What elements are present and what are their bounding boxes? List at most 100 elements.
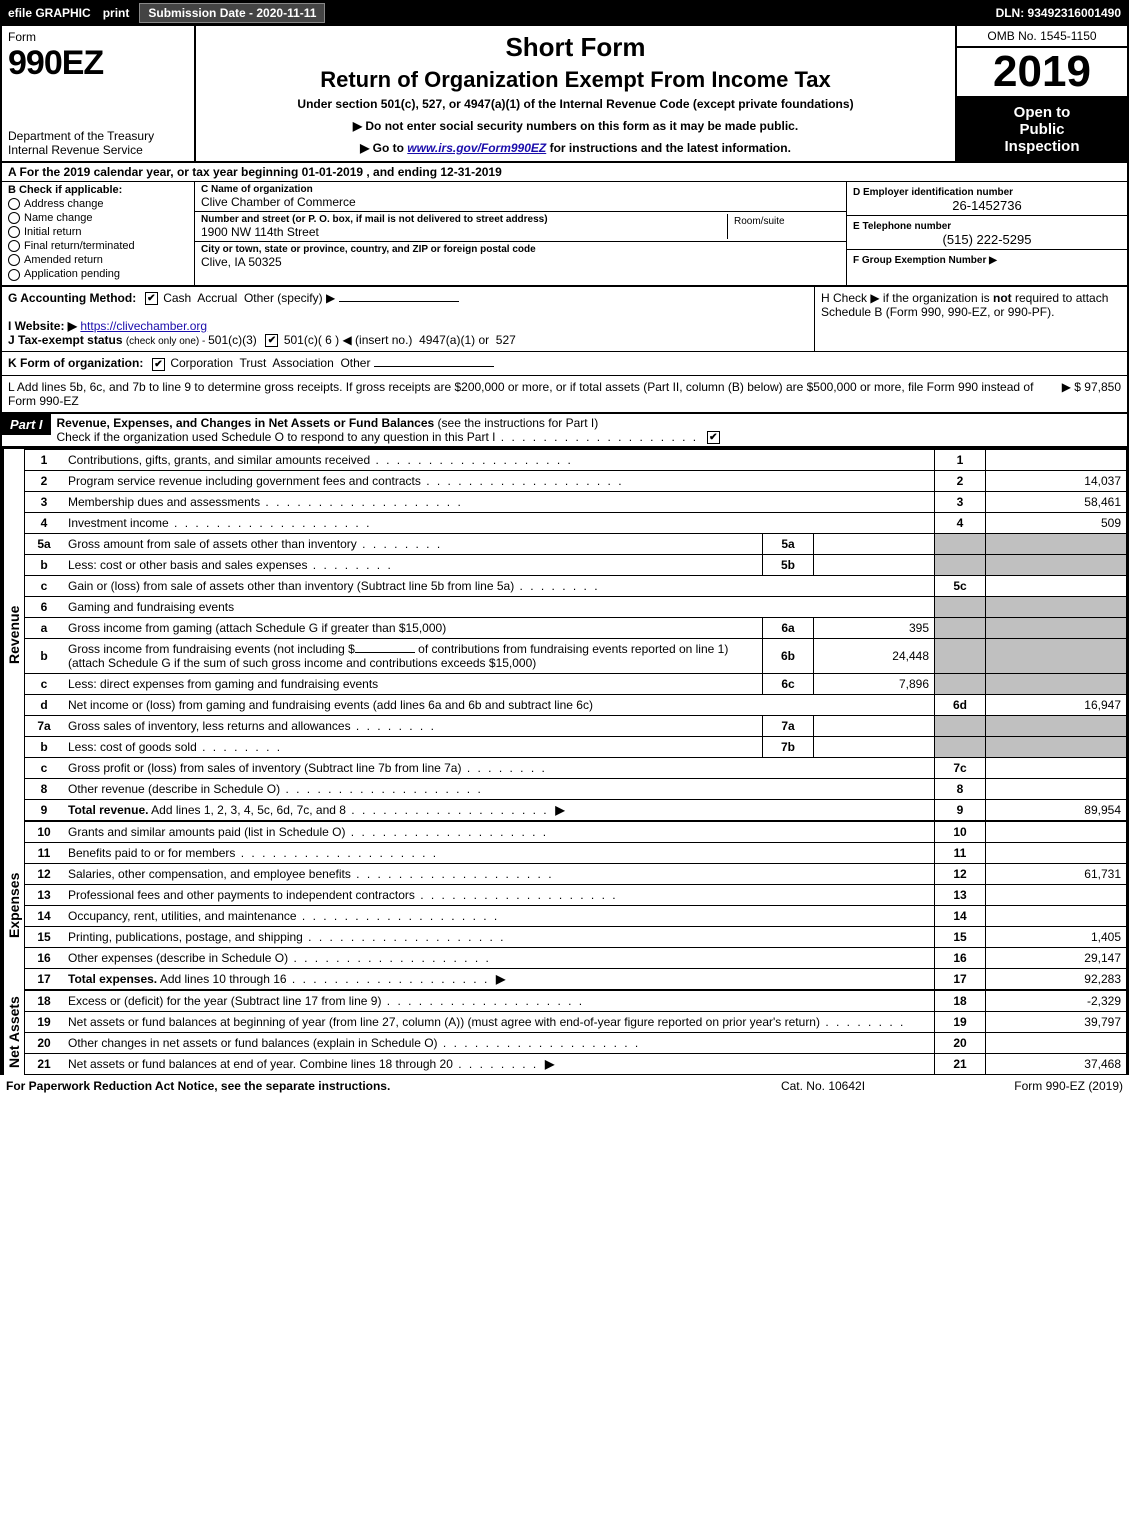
- line-2: 2Program service revenue including gover…: [25, 470, 1127, 491]
- opt-name-change[interactable]: Name change: [8, 212, 188, 224]
- revenue-side-label: Revenue: [2, 449, 24, 821]
- j-501c3: 501(c)(3): [208, 333, 257, 347]
- goto-post: for instructions and the latest informat…: [546, 141, 791, 155]
- irs-link[interactable]: www.irs.gov/Form990EZ: [407, 141, 546, 155]
- line-9-bold: Total revenue.: [68, 803, 148, 817]
- part-i-title: Revenue, Expenses, and Changes in Net As…: [57, 416, 435, 430]
- submission-date-button[interactable]: Submission Date - 2020-11-11: [139, 3, 325, 23]
- line-9-rest: Add lines 1, 2, 3, 4, 5c, 6d, 7c, and 8: [148, 803, 548, 817]
- net-assets-section: Net Assets 18Excess or (deficit) for the…: [0, 990, 1129, 1075]
- goto-pre: ▶ Go to: [360, 141, 407, 155]
- other-specify-input[interactable]: [339, 301, 459, 302]
- opt-application-pending[interactable]: Application pending: [8, 268, 188, 280]
- room-suite-label: Room/suite: [727, 214, 840, 239]
- line-5b: bLess: cost or other basis and sales exp…: [25, 554, 1127, 575]
- part-i-label: Part I: [2, 414, 51, 435]
- line-8: 8Other revenue (describe in Schedule O)8: [25, 778, 1127, 799]
- opt-address-change[interactable]: Address change: [8, 198, 188, 210]
- dept-treasury: Department of the Treasury: [8, 129, 188, 143]
- boxes-def: D Employer identification number 26-1452…: [846, 182, 1127, 285]
- line-6c: cLess: direct expenses from gaming and f…: [25, 673, 1127, 694]
- inspect-line2: Public: [959, 121, 1125, 138]
- accrual-label: Accrual: [197, 291, 237, 305]
- line-9: 9Total revenue. Add lines 1, 2, 3, 4, 5c…: [25, 799, 1127, 820]
- line-7a: 7aGross sales of inventory, less returns…: [25, 715, 1127, 736]
- k-other: Other: [340, 356, 370, 370]
- line-j-label: J Tax-exempt status: [8, 333, 123, 347]
- opt-final-return[interactable]: Final return/terminated: [8, 240, 188, 252]
- form-number: 990EZ: [8, 44, 103, 82]
- line-21-text: Net assets or fund balances at end of ye…: [68, 1057, 538, 1071]
- opt-initial-return[interactable]: Initial return: [8, 226, 188, 238]
- top-bar: efile GRAPHIC print Submission Date - 20…: [0, 0, 1129, 26]
- line-h: H Check ▶ if the organization is not req…: [814, 287, 1127, 352]
- part-i-schedule-o-checkbox[interactable]: ✔: [707, 431, 720, 444]
- revenue-table: 1Contributions, gifts, grants, and simil…: [24, 449, 1127, 821]
- org-city: Clive, IA 50325: [201, 255, 282, 269]
- line-h-mid: if the organization is: [883, 291, 993, 305]
- addr-label: Number and street (or P. O. box, if mail…: [201, 214, 727, 225]
- line-17-bold: Total expenses.: [68, 972, 157, 986]
- part-i-check-line: Check if the organization used Schedule …: [57, 430, 699, 444]
- line-j-hint: (check only one) -: [126, 336, 208, 347]
- line-17-rest: Add lines 10 through 16: [157, 972, 489, 986]
- line-10: 10Grants and similar amounts paid (list …: [25, 821, 1127, 842]
- open-to-public: Open to Public Inspection: [957, 98, 1127, 161]
- line-g-label: G Accounting Method:: [8, 291, 136, 305]
- revenue-section: Revenue 1Contributions, gifts, grants, a…: [0, 449, 1129, 821]
- k-other-input[interactable]: [374, 366, 494, 367]
- website-link[interactable]: https://clivechamber.org: [80, 319, 207, 333]
- opt-amended-return[interactable]: Amended return: [8, 254, 188, 266]
- meta-block: G Accounting Method: ✔ Cash Accrual Othe…: [0, 287, 1129, 414]
- line-3: 3Membership dues and assessments358,461: [25, 491, 1127, 512]
- expenses-table: 10Grants and similar amounts paid (list …: [24, 821, 1127, 990]
- j-527: 527: [496, 333, 516, 347]
- line-13: 13Professional fees and other payments t…: [25, 884, 1127, 905]
- box-c: C Name of organization Clive Chamber of …: [195, 182, 846, 285]
- box-d-label: D Employer identification number: [853, 187, 1013, 198]
- goto-line: ▶ Go to www.irs.gov/Form990EZ for instru…: [206, 141, 945, 155]
- k-corp-checkbox[interactable]: ✔: [152, 358, 165, 371]
- form-header-right: OMB No. 1545-1150 2019 Open to Public In…: [955, 26, 1127, 161]
- line-20: 20Other changes in net assets or fund ba…: [25, 1032, 1127, 1053]
- efile-link[interactable]: efile GRAPHIC: [2, 6, 97, 20]
- k-assoc: Association: [272, 356, 333, 370]
- line-6b: bGross income from fundraising events (n…: [25, 638, 1127, 673]
- other-label: Other (specify) ▶: [244, 291, 335, 305]
- line-19: 19Net assets or fund balances at beginni…: [25, 1011, 1127, 1032]
- line-i-label: I Website: ▶: [8, 319, 77, 333]
- form-header: Form 990EZ Department of the Treasury In…: [0, 26, 1129, 163]
- net-assets-table: 18Excess or (deficit) for the year (Subt…: [24, 990, 1127, 1075]
- cat-no: Cat. No. 10642I: [723, 1079, 923, 1093]
- j-4947: 4947(a)(1) or: [419, 333, 489, 347]
- j-501c-checkbox[interactable]: ✔: [265, 334, 278, 347]
- line-5a: 5aGross amount from sale of assets other…: [25, 533, 1127, 554]
- box-f-label: F Group Exemption Number ▶: [853, 255, 997, 266]
- line-1: 1Contributions, gifts, grants, and simil…: [25, 449, 1127, 470]
- line-17-arrow: ▶: [496, 972, 505, 986]
- line-7c: cGross profit or (loss) from sales of in…: [25, 757, 1127, 778]
- line-k: K Form of organization: ✔ Corporation Tr…: [2, 352, 1127, 374]
- cash-label: Cash: [163, 291, 191, 305]
- line-18: 18Excess or (deficit) for the year (Subt…: [25, 990, 1127, 1011]
- line-21: 21Net assets or fund balances at end of …: [25, 1053, 1127, 1074]
- ssn-warning: ▶ Do not enter social security numbers o…: [206, 119, 945, 133]
- page-footer: For Paperwork Reduction Act Notice, see …: [0, 1075, 1129, 1097]
- line-11: 11Benefits paid to or for members11: [25, 842, 1127, 863]
- cash-checkbox[interactable]: ✔: [145, 292, 158, 305]
- subtitle: Under section 501(c), 527, or 4947(a)(1)…: [206, 97, 945, 111]
- org-address: 1900 NW 114th Street: [201, 225, 319, 239]
- j-501c: 501(c)( 6 ) ◀ (insert no.): [284, 333, 413, 347]
- paperwork-notice: For Paperwork Reduction Act Notice, see …: [6, 1079, 723, 1093]
- line-6b-input[interactable]: [355, 652, 415, 653]
- phone-value: (515) 222-5295: [853, 232, 1121, 247]
- line-9-arrow: ▶: [555, 803, 564, 817]
- tax-year: 2019: [957, 48, 1127, 98]
- line-12: 12Salaries, other compensation, and empl…: [25, 863, 1127, 884]
- form-header-center: Short Form Return of Organization Exempt…: [196, 26, 955, 161]
- print-link[interactable]: print: [97, 6, 136, 20]
- line-21-arrow: ▶: [545, 1057, 554, 1071]
- ein-value: 26-1452736: [853, 198, 1121, 213]
- line-l-text: L Add lines 5b, 6c, and 7b to line 9 to …: [8, 380, 1052, 408]
- line-6d: dNet income or (loss) from gaming and fu…: [25, 694, 1127, 715]
